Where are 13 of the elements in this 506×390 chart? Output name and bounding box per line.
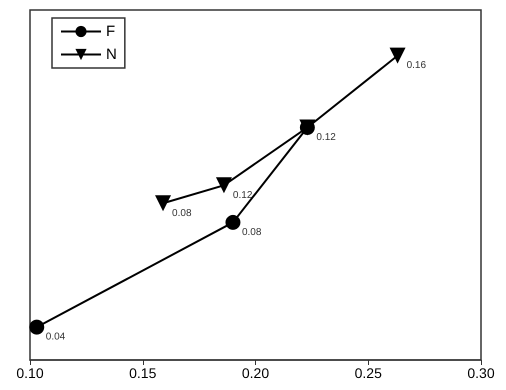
annotation: 0.04 <box>46 332 66 343</box>
x-tick-label: 0.15 <box>129 365 157 381</box>
annotation: 0.08 <box>172 208 192 219</box>
annotation: 0.12 <box>316 132 336 143</box>
legend-label: F <box>106 23 116 40</box>
x-tick-label: 0.25 <box>354 365 382 381</box>
annotation: 0.12 <box>232 190 253 201</box>
x-tick-label: 0.20 <box>242 365 270 381</box>
x-tick-label: 0.30 <box>467 365 495 381</box>
x-tick-label: 0.10 <box>16 365 44 381</box>
annotation: 0.16 <box>406 60 426 72</box>
legend-label: N <box>106 46 117 63</box>
annotation: 0.08 <box>242 226 262 238</box>
